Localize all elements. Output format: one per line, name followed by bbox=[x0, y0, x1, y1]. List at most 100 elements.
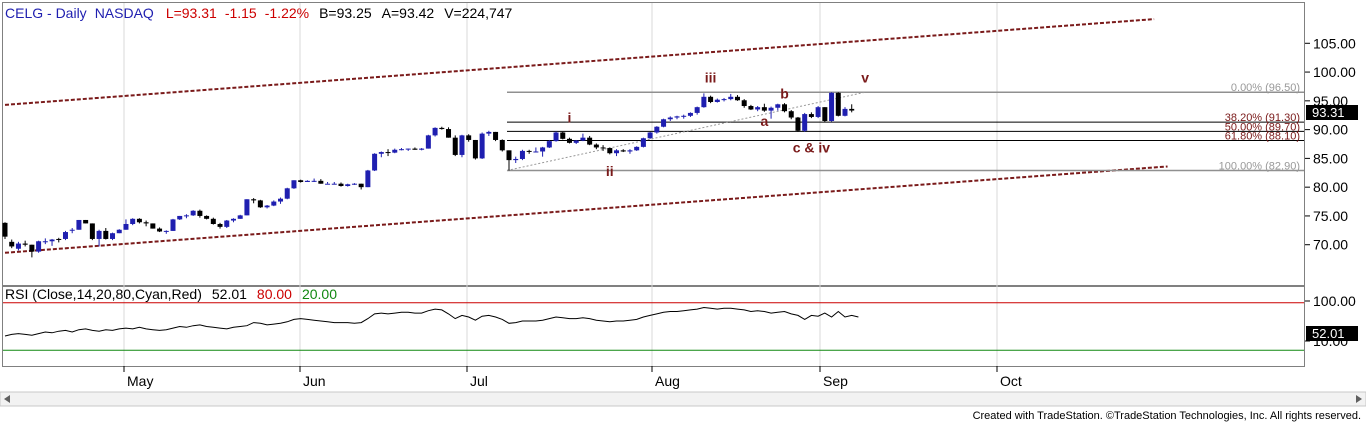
candle-body bbox=[251, 199, 257, 201]
rsi-value: 52.01 bbox=[212, 286, 247, 302]
candle-body bbox=[419, 148, 425, 150]
candle-body bbox=[526, 150, 532, 152]
candle-body bbox=[708, 96, 714, 102]
fib-level-label: 100.00% (82.90) bbox=[1219, 160, 1300, 172]
candle-body bbox=[768, 107, 774, 111]
candle-body bbox=[15, 243, 21, 249]
candle-body bbox=[62, 232, 68, 239]
rsi-title: RSI (Close,14,20,80,Cyan,Red) 52.01 80.00 2… bbox=[5, 286, 337, 302]
symbol: CELG - Daily bbox=[5, 5, 87, 21]
candle-body bbox=[110, 233, 116, 239]
bid: B=93.25 bbox=[319, 5, 372, 21]
horizontal-scrollbar[interactable] bbox=[0, 391, 1366, 407]
candle-body bbox=[358, 183, 364, 188]
candle-body bbox=[587, 137, 593, 145]
candle-body bbox=[694, 107, 700, 113]
candle-body bbox=[808, 114, 814, 117]
candle-body bbox=[634, 146, 640, 151]
candle-body bbox=[849, 108, 855, 111]
last-price: L=93.31 bbox=[166, 5, 217, 21]
exchange: NASDAQ bbox=[95, 5, 154, 21]
candle-body bbox=[701, 96, 707, 108]
candle-body bbox=[560, 132, 566, 139]
price-panel-frame bbox=[2, 2, 1305, 286]
candle-body bbox=[69, 229, 75, 231]
candle-body bbox=[183, 215, 189, 217]
candle-body bbox=[815, 107, 821, 117]
candle-body bbox=[842, 108, 848, 116]
candle-body bbox=[331, 183, 337, 185]
candle-body bbox=[479, 133, 485, 159]
wave-label: a bbox=[760, 113, 768, 129]
trend-channel-lines bbox=[4, 18, 1168, 254]
candle-body bbox=[130, 218, 136, 224]
candle-body bbox=[177, 215, 183, 220]
candle-body bbox=[22, 243, 28, 245]
candle-body bbox=[493, 131, 499, 140]
candle-body bbox=[163, 230, 169, 232]
symbol-title: CELG - Daily NASDAQ L=93.31 -1.15 -1.22% B=93… bbox=[5, 5, 513, 21]
candle-body bbox=[687, 112, 693, 116]
candle-body bbox=[2, 222, 8, 237]
month-label: Oct bbox=[1000, 373, 1022, 389]
candle-body bbox=[157, 228, 163, 232]
candle-body bbox=[432, 127, 438, 136]
candle-body bbox=[795, 117, 801, 131]
candle-body bbox=[244, 199, 250, 216]
candle-body bbox=[42, 241, 48, 243]
candle-body bbox=[398, 149, 404, 151]
candle-body bbox=[452, 137, 458, 155]
candle-body bbox=[96, 230, 102, 239]
candle-body bbox=[627, 150, 633, 152]
candle-body bbox=[546, 141, 552, 148]
candle-body bbox=[412, 148, 418, 150]
price-tick-label: 90.00 bbox=[1313, 122, 1348, 138]
candle-body bbox=[802, 114, 808, 131]
candle-body bbox=[573, 140, 579, 143]
candle-body bbox=[681, 115, 687, 117]
wave-label: c & iv bbox=[793, 140, 831, 156]
candle-body bbox=[224, 220, 230, 227]
channel-line-lower bbox=[4, 165, 1168, 254]
candle-body bbox=[466, 135, 472, 140]
candle-body bbox=[217, 223, 223, 227]
candle-body bbox=[614, 150, 620, 154]
candle-body bbox=[661, 119, 667, 127]
candle-body bbox=[170, 219, 176, 231]
candle-body bbox=[56, 238, 62, 240]
candle-body bbox=[237, 215, 243, 219]
scroll-left-arrow-icon[interactable] bbox=[4, 395, 10, 403]
candle-body bbox=[553, 132, 559, 142]
candle-body bbox=[284, 188, 290, 199]
candle-body bbox=[338, 183, 344, 187]
scroll-right-arrow-icon[interactable] bbox=[1356, 395, 1362, 403]
candle-body bbox=[83, 219, 89, 224]
candle-body bbox=[325, 183, 331, 185]
candle-body bbox=[76, 219, 82, 230]
candle-body bbox=[116, 229, 122, 234]
candle-body bbox=[446, 129, 452, 138]
candle-body bbox=[143, 222, 149, 224]
price-tick-label: 105.00 bbox=[1313, 35, 1356, 51]
candle-body bbox=[620, 150, 626, 152]
candle-body bbox=[9, 241, 15, 247]
candle-body bbox=[566, 138, 572, 143]
candle-body bbox=[264, 205, 270, 208]
fib-level-label: 38.20% (91.30) bbox=[1225, 112, 1300, 124]
wave-label: iii bbox=[705, 69, 717, 85]
candle-body bbox=[533, 151, 539, 153]
candle-body bbox=[190, 210, 196, 216]
candle-body bbox=[49, 239, 55, 242]
candle-body bbox=[291, 180, 297, 189]
ask: A=93.42 bbox=[382, 5, 435, 21]
volume: V=224,747 bbox=[444, 5, 512, 21]
candle-body bbox=[667, 117, 673, 120]
price-tick-label: 85.00 bbox=[1313, 150, 1348, 166]
date-axis: May Jun Jul Aug Sep Oct bbox=[123, 366, 1022, 389]
candle-body bbox=[755, 107, 761, 110]
month-label: May bbox=[127, 373, 153, 389]
candle-body bbox=[486, 131, 492, 134]
net-change: -1.15 bbox=[225, 5, 257, 21]
candle-body bbox=[278, 198, 284, 202]
